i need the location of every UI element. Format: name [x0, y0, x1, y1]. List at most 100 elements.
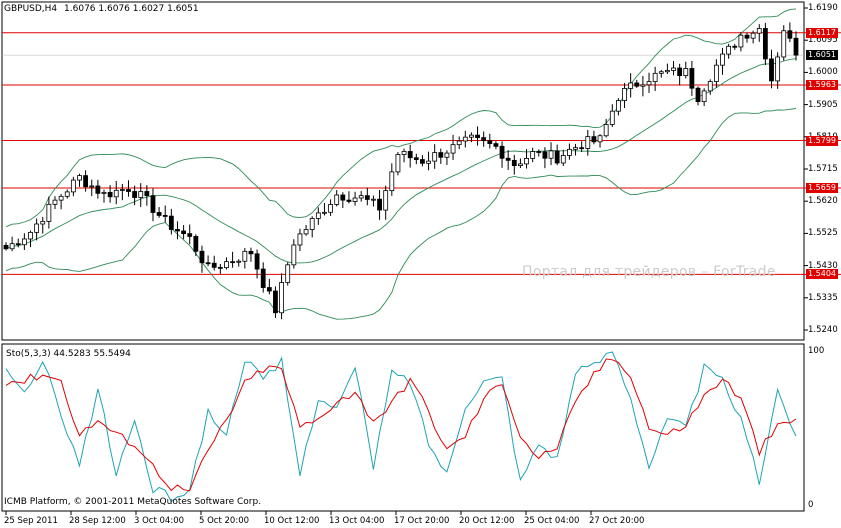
- stochastic-scale-top: 100: [808, 346, 825, 356]
- level-tag: 1.5404: [806, 269, 838, 280]
- band-upper: [5, 8, 797, 228]
- candle: [377, 189, 382, 220]
- price-candles: [3, 22, 799, 320]
- price-axis-label: 1.5525: [808, 228, 838, 239]
- candle: [603, 118, 609, 138]
- time-axis-label: 13 Oct 04:00: [329, 516, 385, 526]
- axis-ticks: [5, 7, 808, 515]
- candle: [469, 132, 474, 143]
- current-price-tag: 1.6051: [806, 50, 838, 61]
- candle: [156, 207, 162, 218]
- candle: [664, 63, 670, 74]
- time-axis-label: 25 Sep 2011: [4, 516, 58, 526]
- candle: [548, 142, 554, 166]
- candle: [505, 150, 511, 170]
- candle: [560, 149, 566, 167]
- candle: [242, 248, 248, 269]
- candle: [303, 224, 309, 236]
- candle: [15, 238, 21, 248]
- candle: [95, 179, 101, 199]
- chart-title: GBPUSD,H4 1.6076 1.6076 1.6027 1.6051: [4, 4, 199, 15]
- candle: [432, 144, 438, 169]
- candle: [58, 193, 64, 210]
- candle: [793, 31, 799, 61]
- candle: [132, 185, 138, 206]
- indicator-panel-border: [1, 343, 805, 512]
- band-middle: [5, 58, 797, 264]
- candle: [640, 75, 646, 97]
- candle: [750, 30, 756, 44]
- candle: [573, 143, 578, 156]
- candle: [462, 130, 468, 148]
- stochastic-scale-bottom: 0: [808, 500, 814, 510]
- candle: [119, 183, 125, 201]
- candle: [511, 154, 517, 175]
- candle: [46, 196, 52, 229]
- candle: [689, 61, 695, 96]
- chart-frame: [1, 1, 805, 512]
- candle: [536, 149, 542, 157]
- candle: [297, 228, 303, 252]
- candle: [524, 149, 529, 169]
- time-axis-label: 3 Oct 04:00: [134, 516, 185, 526]
- candle: [389, 163, 395, 196]
- candle: [254, 249, 260, 279]
- candle: [769, 49, 774, 89]
- candle: [395, 152, 401, 176]
- candle: [634, 79, 640, 88]
- candle: [371, 195, 376, 207]
- candle: [707, 79, 713, 95]
- candle: [70, 176, 76, 197]
- candle: [230, 251, 235, 268]
- candle: [646, 72, 652, 93]
- candle: [309, 216, 315, 238]
- candle: [248, 247, 254, 262]
- candle: [616, 98, 621, 116]
- bollinger-bands: [5, 8, 797, 320]
- candle: [475, 126, 480, 146]
- candle: [585, 129, 591, 156]
- candle: [126, 180, 131, 197]
- candle: [787, 22, 793, 43]
- candle: [34, 218, 40, 241]
- candle: [726, 43, 732, 59]
- candle: [518, 158, 523, 169]
- candle: [217, 263, 223, 274]
- candle: [168, 208, 174, 235]
- price-axis-label: 1.5240: [808, 325, 838, 335]
- watermark: Портал для трейдеров – ForTrade: [522, 264, 776, 280]
- candle: [64, 189, 70, 199]
- candle: [224, 257, 229, 270]
- ohlc-values: 1.6076 1.6076 1.6027 1.6051: [64, 4, 199, 14]
- candle: [279, 273, 284, 320]
- candle: [364, 187, 370, 206]
- level-tag: 1.6117: [806, 27, 838, 38]
- candle: [762, 22, 768, 66]
- level-tag: 1.5799: [806, 135, 838, 146]
- candle: [181, 225, 186, 240]
- candle: [732, 43, 738, 50]
- price-axis-label: 1.6095: [808, 35, 838, 46]
- candle: [175, 221, 180, 240]
- candle: [701, 88, 707, 107]
- candle: [28, 230, 33, 248]
- price-axis-label: 1.5715: [808, 164, 838, 174]
- candle: [383, 185, 389, 220]
- candle: [456, 136, 462, 150]
- candle: [487, 133, 493, 149]
- candle: [609, 104, 615, 128]
- candle: [83, 170, 89, 192]
- time-axis-label: 27 Oct 20:00: [589, 516, 645, 526]
- candle: [738, 32, 744, 52]
- candle: [205, 255, 211, 267]
- candle: [9, 236, 15, 252]
- stoch-signal-line: [5, 358, 797, 492]
- horizontal-levels[interactable]: [2, 32, 841, 275]
- level-tag: 1.5963: [806, 79, 838, 90]
- price-axis-label: 1.5905: [808, 99, 838, 110]
- candle: [444, 150, 450, 165]
- candle: [334, 190, 340, 207]
- candle: [713, 59, 719, 88]
- copyright-notice: ICMB Platform, © 2001-2011 MetaQuotes So…: [4, 497, 262, 507]
